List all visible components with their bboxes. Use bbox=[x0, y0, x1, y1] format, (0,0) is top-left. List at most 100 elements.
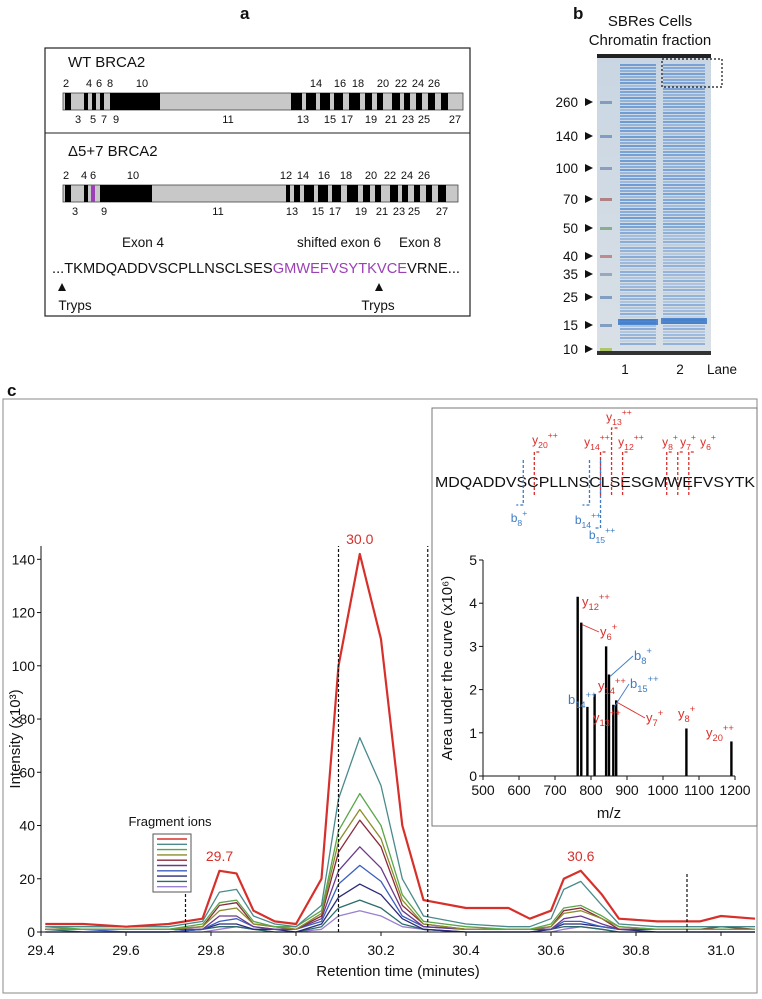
fragment-bracket bbox=[533, 451, 542, 495]
gel-band bbox=[663, 103, 705, 105]
gel-band bbox=[663, 136, 705, 138]
exon-number: 27 bbox=[436, 206, 448, 218]
marker-label: 35 bbox=[563, 267, 578, 282]
gel-band bbox=[620, 148, 656, 150]
gel-band bbox=[620, 343, 656, 345]
gel-band bbox=[663, 298, 705, 300]
ion-letter: y bbox=[618, 435, 624, 449]
gel-band bbox=[620, 277, 656, 279]
ion-letter: b bbox=[634, 648, 641, 663]
exon-block bbox=[334, 93, 343, 110]
gel-band bbox=[663, 289, 705, 291]
panel-a-frame bbox=[44, 47, 471, 317]
ion-number: 8 bbox=[668, 442, 673, 452]
ion-letter: b bbox=[589, 528, 596, 542]
leader bbox=[582, 624, 600, 633]
gel-band bbox=[620, 205, 656, 207]
exon-number: 3 bbox=[75, 114, 81, 126]
exon-number: 24 bbox=[412, 78, 424, 90]
gel-band bbox=[663, 94, 705, 96]
x-tick-label: 30.4 bbox=[452, 942, 479, 958]
exon-number: 22 bbox=[384, 170, 396, 182]
gel-band bbox=[620, 142, 656, 144]
gel-band bbox=[620, 328, 656, 330]
y-tick-label: 120 bbox=[12, 605, 36, 621]
gel-band bbox=[663, 112, 705, 114]
exon-number: 21 bbox=[385, 114, 397, 126]
exon-block bbox=[84, 93, 88, 110]
ion-letter: y bbox=[593, 710, 600, 725]
exon-number: 27 bbox=[449, 114, 461, 126]
ion-number: 8 bbox=[685, 714, 690, 724]
exon-block bbox=[402, 185, 408, 202]
x-tick-label: 29.4 bbox=[27, 942, 54, 958]
exon-block bbox=[65, 93, 71, 110]
gel-band bbox=[620, 304, 656, 306]
ion-letter: y bbox=[598, 678, 605, 693]
ion-number: 12 bbox=[624, 442, 634, 452]
x-tick-label: 1200 bbox=[719, 782, 750, 798]
cleavage-label: Tryps bbox=[361, 298, 394, 313]
x-tick-label: 29.6 bbox=[112, 942, 139, 958]
exon-block bbox=[291, 93, 302, 110]
exon-caption: shifted exon 6 bbox=[297, 235, 381, 250]
exon-number: 20 bbox=[377, 78, 389, 90]
gel-band bbox=[663, 280, 705, 282]
gel-band bbox=[663, 196, 705, 198]
exon-block bbox=[332, 185, 341, 202]
gel-band bbox=[620, 217, 656, 219]
exon-number: 17 bbox=[341, 114, 353, 126]
ion-letter: y bbox=[600, 624, 607, 639]
exon-number: 18 bbox=[340, 170, 352, 182]
gel-band bbox=[620, 184, 656, 186]
exon-caption: Exon 8 bbox=[399, 235, 441, 250]
fragment-bracket bbox=[666, 451, 674, 495]
exon-number: 18 bbox=[352, 78, 364, 90]
exon-block bbox=[416, 93, 422, 110]
y-tick-label: 1 bbox=[469, 725, 477, 741]
exon-block bbox=[110, 93, 160, 110]
ion-label: b15++ bbox=[630, 674, 659, 694]
gel-band bbox=[663, 304, 705, 306]
gel-band bbox=[663, 247, 705, 249]
exon-block bbox=[294, 185, 300, 202]
exon-block bbox=[100, 185, 152, 202]
y-tick-label: 40 bbox=[19, 818, 35, 834]
marker-label: 260 bbox=[555, 95, 578, 110]
gel-band bbox=[663, 238, 705, 240]
exon-number: 9 bbox=[101, 206, 107, 218]
gel-band bbox=[663, 148, 705, 150]
exon-number: 11 bbox=[222, 114, 233, 126]
gel-band bbox=[620, 253, 656, 255]
exon-number: 4 bbox=[81, 170, 87, 182]
exon-number: 13 bbox=[297, 114, 309, 126]
x-tick-label: 1000 bbox=[647, 782, 678, 798]
exon-number: 21 bbox=[376, 206, 388, 218]
ladder-band bbox=[600, 324, 612, 327]
gel-band bbox=[661, 318, 707, 324]
gel-band bbox=[620, 316, 656, 318]
exon-block bbox=[438, 185, 446, 202]
ion-label: b14++ bbox=[568, 690, 597, 710]
ion-number: 15 bbox=[596, 535, 606, 545]
gel-band bbox=[663, 217, 705, 219]
gel-band bbox=[620, 91, 656, 93]
ion-charge: + bbox=[691, 432, 696, 442]
gel-band bbox=[620, 124, 656, 126]
y-tick-label: 4 bbox=[469, 595, 477, 611]
ion-charge: ++ bbox=[648, 674, 659, 684]
x-tick-label: 1100 bbox=[684, 782, 714, 798]
gel-band bbox=[663, 190, 705, 192]
ion-charge: + bbox=[711, 432, 716, 442]
exon-block bbox=[365, 93, 372, 110]
ladder-band bbox=[600, 198, 612, 201]
gel-band bbox=[663, 115, 705, 117]
ion-label: y8+ bbox=[662, 432, 678, 452]
gel-band bbox=[663, 178, 705, 180]
gel-band bbox=[663, 205, 705, 207]
exon-number: 11 bbox=[212, 206, 223, 218]
panel-label: a bbox=[240, 4, 250, 23]
gel-band bbox=[663, 67, 705, 69]
gel-band bbox=[663, 133, 705, 135]
